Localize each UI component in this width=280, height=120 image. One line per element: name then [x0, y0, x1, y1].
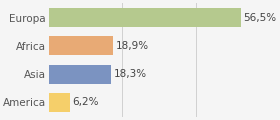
- Bar: [49, 65, 111, 84]
- Bar: [49, 36, 113, 55]
- Text: 56,5%: 56,5%: [244, 13, 277, 23]
- Text: 6,2%: 6,2%: [73, 97, 99, 107]
- Bar: [49, 93, 70, 112]
- Bar: [49, 8, 241, 27]
- Text: 18,3%: 18,3%: [114, 69, 147, 79]
- Text: 18,9%: 18,9%: [116, 41, 149, 51]
